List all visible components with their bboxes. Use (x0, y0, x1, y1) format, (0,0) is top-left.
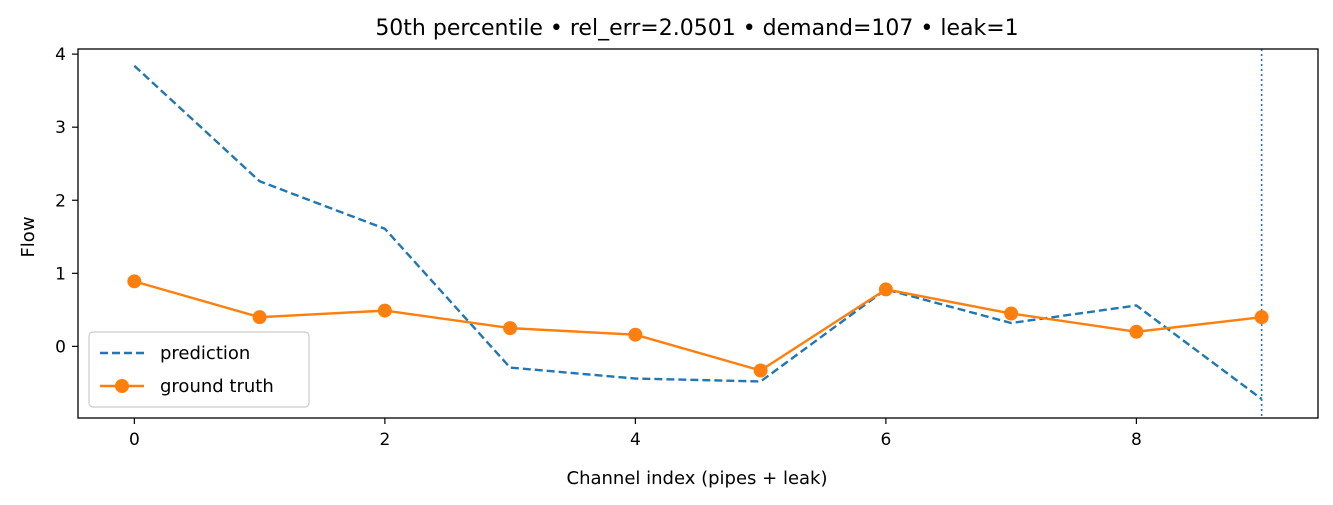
y-axis-label: Flow (18, 216, 39, 257)
x-tick-label: 4 (630, 430, 641, 450)
series-2-point (878, 282, 893, 297)
chart-title: 50th percentile • rel_err=2.0501 • deman… (375, 16, 1018, 41)
series-2-point (503, 321, 518, 336)
series-2-point (127, 274, 142, 289)
legend-box (88, 331, 310, 408)
series-2-point (753, 363, 768, 378)
series-2-point (377, 303, 392, 318)
legend-label-1: prediction (160, 343, 250, 364)
legend-label-2: ground truth (160, 376, 274, 397)
series-2-point (1129, 324, 1144, 339)
x-tick-label: 2 (379, 430, 390, 450)
legend-marker-2 (115, 379, 129, 393)
axes-ticks: 0 2 4 6 8 0 1 2 3 4 (55, 45, 1319, 450)
legend: prediction ground truth (88, 331, 310, 408)
y-tick-label: 3 (55, 118, 66, 138)
series-2-point (252, 310, 267, 325)
axes-frame (77, 48, 1319, 419)
x-axis-label: Channel index (pipes + leak) (567, 468, 828, 489)
series-line-1 (133, 64, 1263, 400)
y-tick-label: 1 (55, 264, 66, 284)
x-tick-label: 0 (129, 430, 140, 450)
plot-area (127, 49, 1269, 418)
y-tick-label: 4 (55, 45, 66, 65)
series-2-point (628, 327, 643, 342)
x-tick-label: 6 (880, 430, 891, 450)
y-tick-label: 2 (55, 191, 66, 211)
series-2-point (1004, 306, 1019, 321)
y-tick-label: 0 (55, 337, 66, 357)
series-line-2 (134, 280, 1262, 372)
x-tick-label: 8 (1131, 430, 1142, 450)
series-2-point (1254, 310, 1269, 325)
